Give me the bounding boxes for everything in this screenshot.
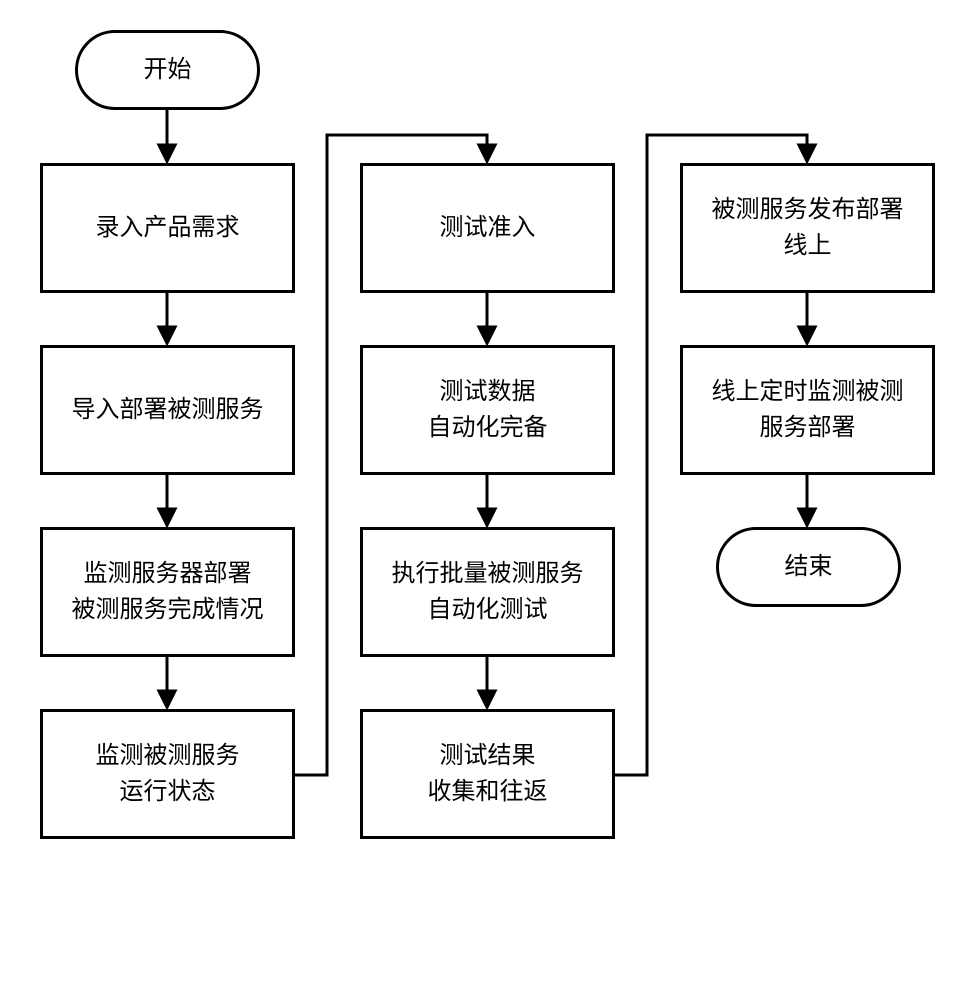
node-label: 执行批量被测服务自动化测试 — [392, 556, 584, 628]
node-start: 开始 — [75, 30, 260, 110]
node-step-5: 测试准入 — [360, 163, 615, 293]
node-label: 监测服务器部署被测服务完成情况 — [72, 556, 264, 628]
node-step-2: 导入部署被测服务 — [40, 345, 295, 475]
flowchart-container: { "flowchart": { "type": "flowchart", "b… — [0, 0, 980, 1000]
node-label: 测试准入 — [440, 210, 536, 246]
node-label: 线上定时监测被测服务部署 — [712, 374, 904, 446]
node-end: 结束 — [716, 527, 901, 607]
node-label: 测试数据自动化完备 — [428, 374, 548, 446]
node-step-4: 监测被测服务运行状态 — [40, 709, 295, 839]
node-label: 开始 — [144, 52, 192, 88]
node-step-9: 被测服务发布部署线上 — [680, 163, 935, 293]
node-label: 结束 — [785, 549, 833, 585]
node-step-10: 线上定时监测被测服务部署 — [680, 345, 935, 475]
node-step-7: 执行批量被测服务自动化测试 — [360, 527, 615, 657]
node-label: 测试结果收集和往返 — [428, 738, 548, 810]
node-step-3: 监测服务器部署被测服务完成情况 — [40, 527, 295, 657]
node-label: 导入部署被测服务 — [72, 392, 264, 428]
node-label: 录入产品需求 — [96, 210, 240, 246]
node-step-8: 测试结果收集和往返 — [360, 709, 615, 839]
node-step-1: 录入产品需求 — [40, 163, 295, 293]
node-label: 监测被测服务运行状态 — [96, 738, 240, 810]
node-step-6: 测试数据自动化完备 — [360, 345, 615, 475]
node-label: 被测服务发布部署线上 — [712, 192, 904, 264]
flowchart-arrows — [0, 0, 980, 1000]
